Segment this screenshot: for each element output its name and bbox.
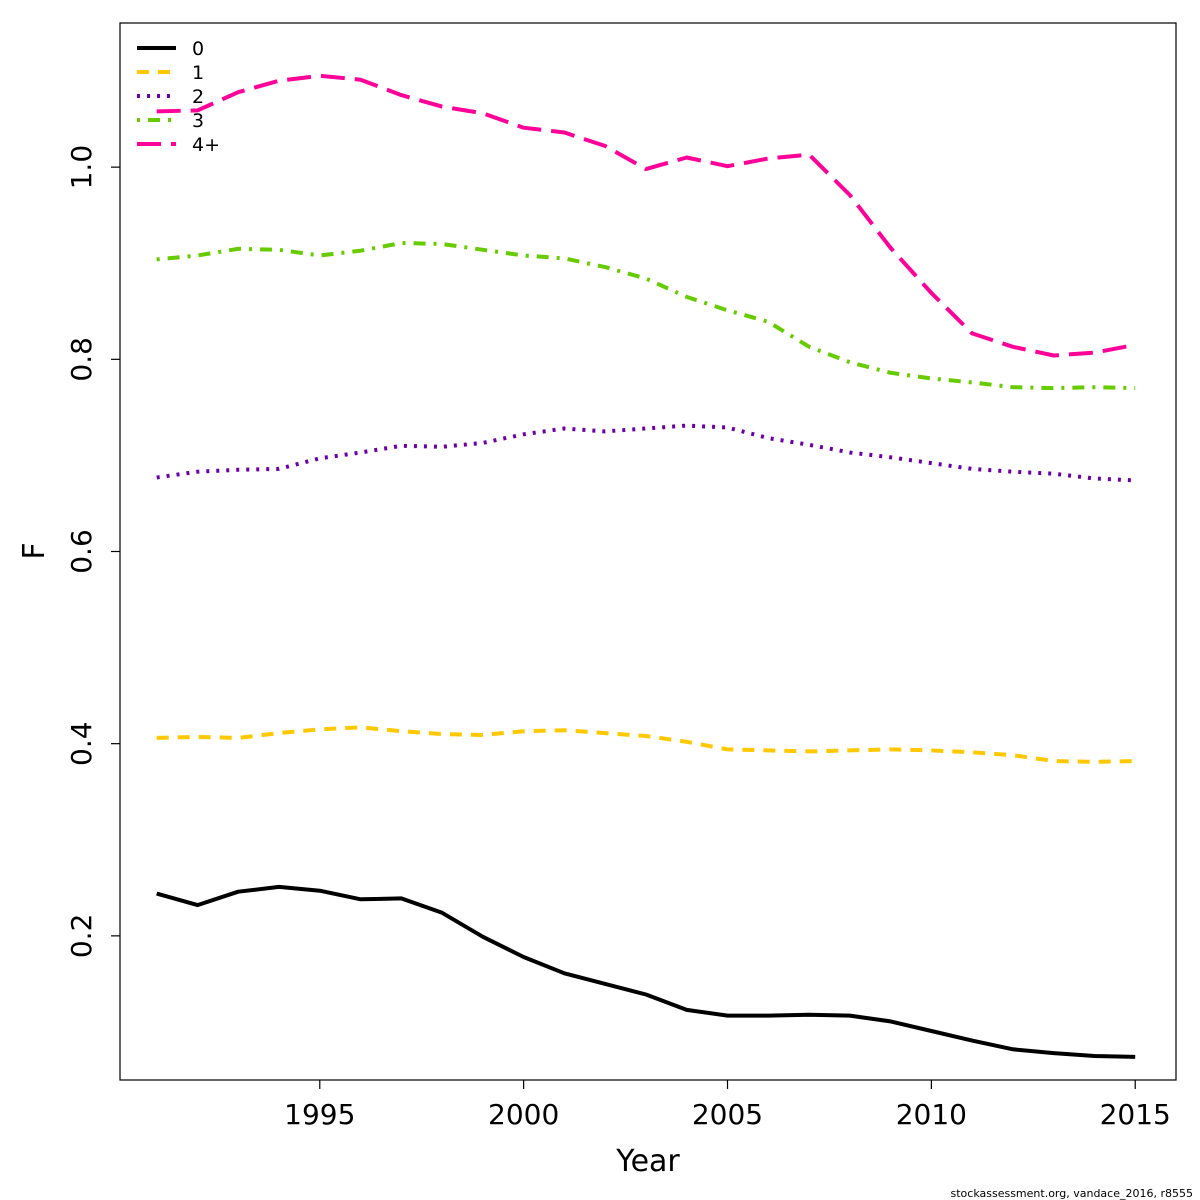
series-line-2 [156,423,1136,483]
x-tick-label: 2010 [896,1098,967,1131]
legend-label-1: 1 [192,62,204,84]
x-axis-title: Year [615,1144,680,1179]
y-tick-label: 0.6 [65,529,98,574]
series-layer [156,73,1136,1059]
legend-label-3: 3 [192,110,204,132]
legend-label-0: 0 [192,38,204,60]
y-axis-title: F [17,542,52,559]
y-tick-label: 1.0 [65,145,98,190]
series-line-4 [156,73,1136,358]
footer-credit: stockassessment.org, vandace_2016, r8555 [951,1187,1194,1200]
y-axis: 0.2 0.4 0.6 0.8 1.0 [65,145,120,958]
x-axis: 1995 2000 2005 2010 2015 [284,1080,1171,1131]
series-line-1 [156,725,1136,764]
series-line-0 [156,884,1136,1059]
x-tick-label: 2015 [1100,1098,1171,1131]
plot-frame [119,22,1177,1081]
y-tick-label: 0.2 [65,914,98,959]
x-tick-label: 2000 [488,1098,559,1131]
x-tick-label: 1995 [284,1098,355,1131]
x-tick-label: 2005 [692,1098,763,1131]
series-line-3 [156,241,1136,391]
legend-label-2: 2 [192,86,204,108]
y-tick-label: 0.4 [65,721,98,766]
legend-label-4: 4+ [192,134,220,156]
y-tick-label: 0.8 [65,337,98,382]
